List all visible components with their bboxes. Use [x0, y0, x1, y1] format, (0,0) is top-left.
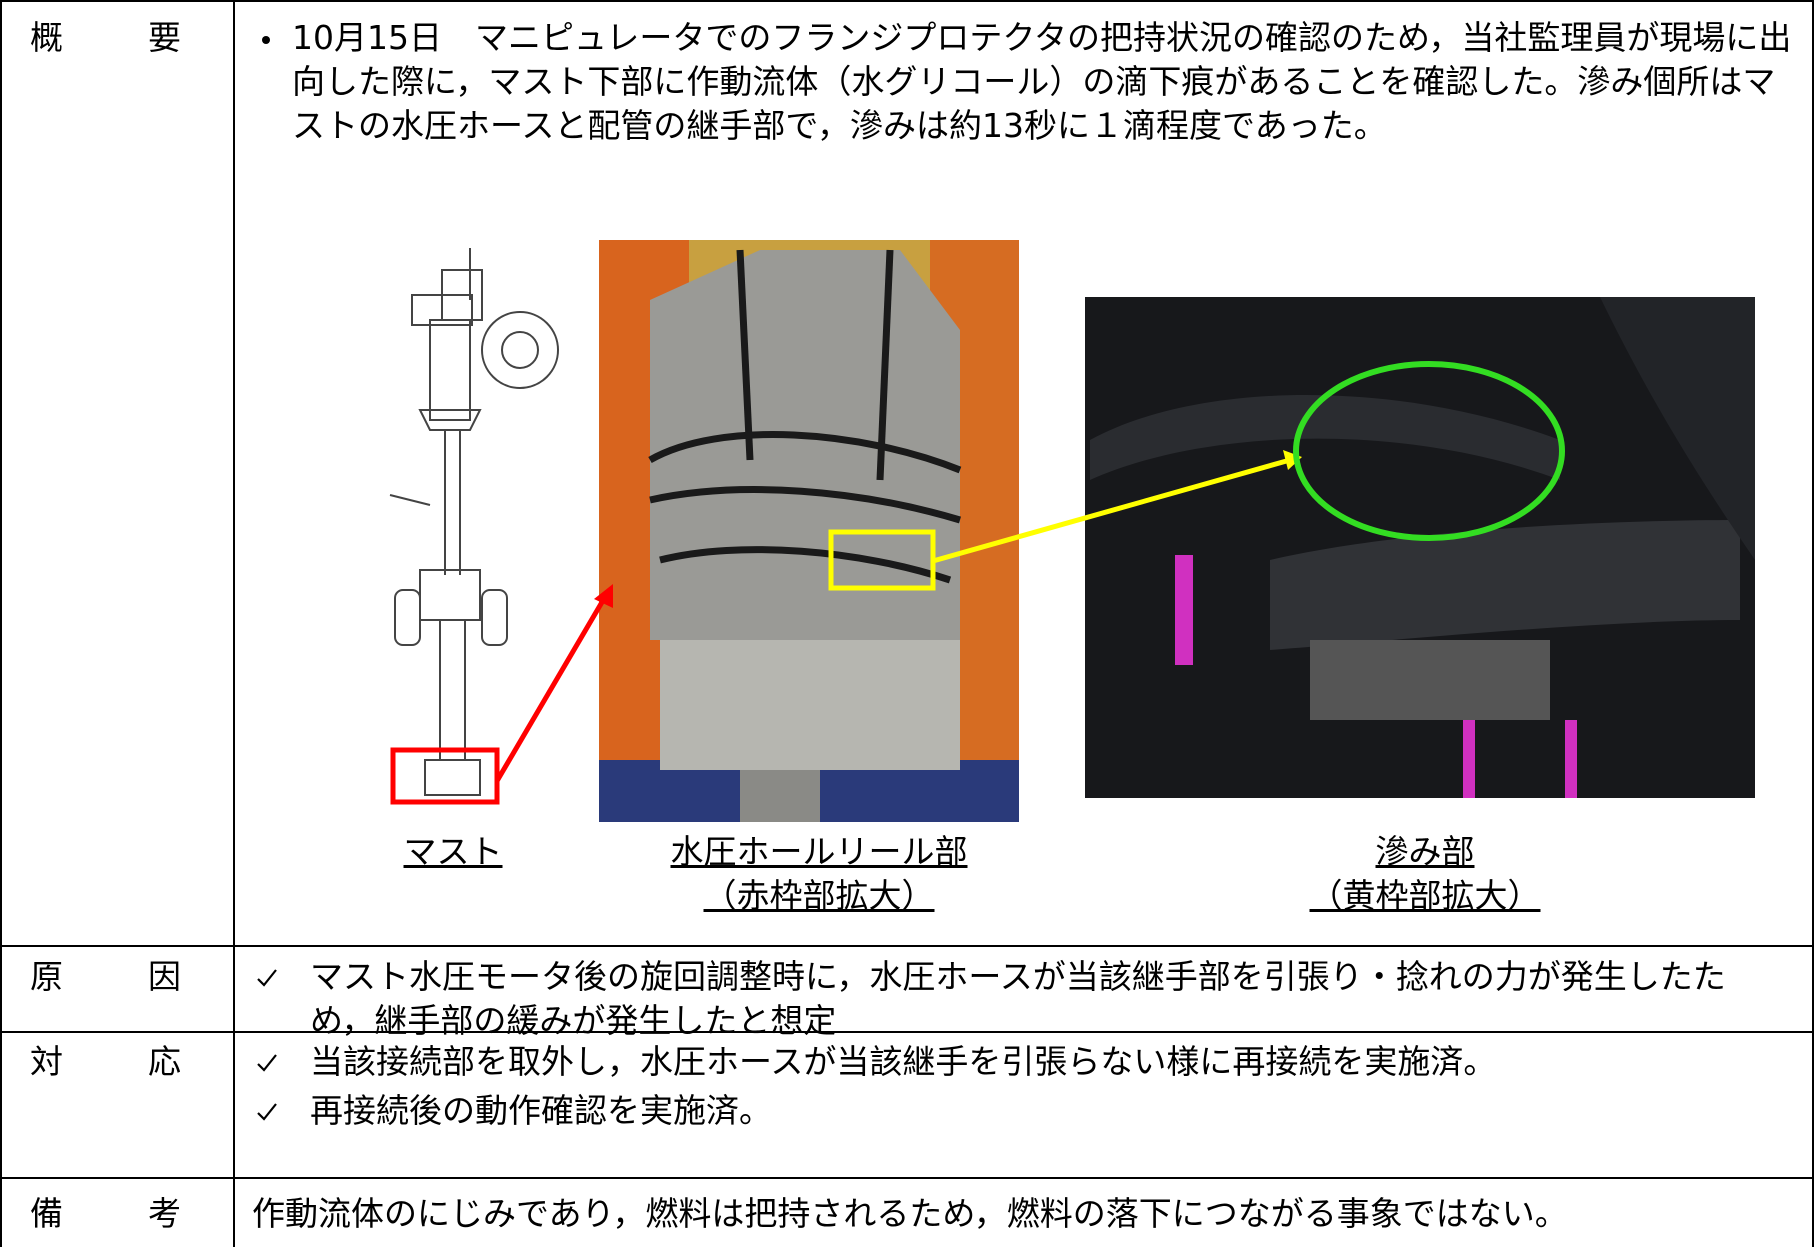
arrow	[932, 457, 1291, 564]
rule	[0, 1177, 1814, 1179]
action-text: 当該接続部を取外し，水圧ホースが当該継手を引張らない様に再接続を実施済。	[310, 1042, 1497, 1081]
rule	[233, 0, 235, 1247]
arrowhead	[1283, 450, 1302, 470]
rule	[0, 1031, 1814, 1033]
photo-leak	[1085, 297, 1755, 798]
cause-text: マスト水圧モータ後の旋回調整時に，水圧ホースが当該継手部を引張り・捻れの力が発生…	[310, 957, 1726, 1040]
photo-reel	[599, 240, 1019, 822]
check	[257, 1103, 277, 1121]
caption: 滲み部	[1375, 832, 1475, 871]
arrowhead	[594, 584, 613, 608]
caption: 水圧ホールリール部	[670, 832, 968, 871]
caption: マスト	[403, 832, 503, 871]
action-text: 再接続後の動作確認を実施済。	[310, 1091, 772, 1130]
rule	[1812, 0, 1814, 1247]
mast-drawing	[389, 248, 559, 796]
bullet	[262, 36, 270, 44]
rule	[0, 0, 1814, 2]
red-frame	[390, 747, 500, 805]
check	[257, 969, 277, 987]
row-label: 備 考	[30, 1194, 207, 1233]
caption: （黄枠部拡大）	[1309, 876, 1541, 915]
rule	[0, 945, 1814, 947]
check	[257, 1054, 277, 1072]
row-label: 対 応	[30, 1042, 207, 1081]
green-circle	[1293, 361, 1565, 541]
row-label: 概 要	[30, 18, 207, 57]
arrow	[494, 595, 608, 783]
caption: （赤枠部拡大）	[703, 876, 935, 915]
rule	[0, 0, 2, 1247]
figures	[389, 240, 1755, 822]
row-label: 原 因	[30, 957, 207, 996]
summary-text: 10月15日 マニピュレータでのフランジプロテクタの把持状況の確認のため，当社監…	[292, 18, 1792, 145]
remarks-text: 作動流体のにじみであり，燃料は把持されるため，燃料の落下につながる事象ではない。	[252, 1194, 1568, 1233]
